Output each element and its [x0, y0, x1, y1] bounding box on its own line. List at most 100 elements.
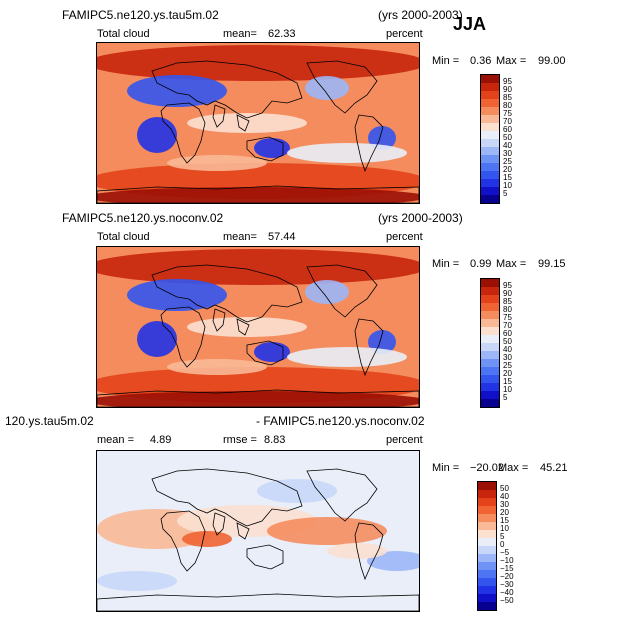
panel3-map	[96, 450, 420, 612]
field-region	[187, 317, 307, 337]
panel3-case-right: - FAMIPC5.ne120.ys.noconv.02	[256, 414, 425, 428]
field-region	[167, 155, 267, 171]
field-region	[368, 330, 396, 354]
coastline	[236, 114, 250, 132]
colorbar-tick-label: 70	[503, 117, 512, 126]
coastline	[160, 102, 206, 164]
colorbar-tick-label: 60	[503, 329, 512, 338]
colorbar-swatch	[481, 115, 499, 123]
panel3-max-label: Max =	[498, 462, 529, 474]
coastline	[306, 60, 378, 114]
colorbar-tick-label: 80	[503, 101, 512, 110]
colorbar-swatch	[481, 107, 499, 115]
colorbar-swatch	[478, 482, 496, 490]
colorbar-tick-label: 0	[500, 540, 505, 549]
field-region	[97, 249, 419, 285]
colorbar-tick-label: 30	[503, 149, 512, 158]
colorbar-swatch	[481, 303, 499, 311]
colorbar-tick-label: −5	[500, 548, 510, 557]
colorbar-swatch	[481, 155, 499, 163]
coastline	[306, 468, 378, 522]
colorbar-tick-label: 40	[503, 141, 512, 150]
colorbar-tick-label: 90	[503, 85, 512, 94]
coastline	[246, 544, 284, 570]
colorbar-swatch	[481, 99, 499, 107]
coastline	[354, 114, 384, 173]
colorbar-tick-label: −20	[500, 572, 514, 581]
colorbar-swatch	[478, 514, 496, 522]
colorbar-tick-label: 20	[500, 508, 509, 517]
colorbar-swatch	[481, 327, 499, 335]
colorbar-tick-label: 70	[503, 321, 512, 330]
colorbar-swatch	[481, 187, 499, 195]
panel1-colorbar	[480, 74, 500, 204]
colorbar-swatch	[481, 295, 499, 303]
colorbar-tick-label: 15	[503, 173, 512, 182]
field-region	[167, 359, 267, 375]
coastline	[236, 522, 250, 540]
colorbar-tick-label: 10	[503, 181, 512, 190]
panel2-years: (yrs 2000-2003)	[378, 211, 463, 225]
coastline	[97, 185, 419, 203]
field-region	[182, 531, 232, 547]
colorbar-swatch	[478, 506, 496, 514]
panel1-mean-label: mean=	[223, 28, 257, 40]
colorbar-swatch	[478, 530, 496, 538]
colorbar-tick-label: 75	[503, 313, 512, 322]
colorbar-swatch	[481, 399, 499, 407]
colorbar-tick-label: 15	[503, 377, 512, 386]
colorbar-swatch	[481, 319, 499, 327]
colorbar-tick-label: 85	[503, 297, 512, 306]
coastline	[354, 522, 384, 581]
colorbar-swatch	[478, 498, 496, 506]
colorbar-tick-label: 25	[503, 157, 512, 166]
colorbar-tick-label: 10	[503, 385, 512, 394]
coastline	[236, 318, 250, 336]
field-region	[305, 76, 349, 100]
colorbar-tick-label: 95	[503, 77, 512, 86]
colorbar-swatch	[481, 359, 499, 367]
field-region	[137, 321, 177, 357]
colorbar-swatch	[478, 602, 496, 610]
panel2-map-field	[97, 247, 419, 407]
colorbar-tick-label: 75	[503, 109, 512, 118]
colorbar-tick-label: 50	[503, 337, 512, 346]
colorbar-tick-label: 10	[500, 524, 509, 533]
panel3-min-label: Min =	[432, 462, 460, 474]
field-region	[254, 342, 290, 362]
panel2-min-value: 0.99	[470, 258, 492, 270]
colorbar-tick-label: −30	[500, 580, 514, 589]
panel1-mean-value: 62.33	[268, 28, 296, 40]
field-region	[97, 45, 419, 81]
colorbar-tick-label: 30	[500, 500, 509, 509]
colorbar-swatch	[481, 139, 499, 147]
colorbar-swatch	[481, 383, 499, 391]
colorbar-tick-label: 85	[503, 93, 512, 102]
panel2-variable: Total cloud	[97, 231, 150, 243]
colorbar-swatch	[481, 367, 499, 375]
colorbar-swatch	[481, 131, 499, 139]
coastline	[354, 318, 384, 377]
colorbar-tick-label: −40	[500, 588, 514, 597]
panel3-mean-value: 4.89	[150, 434, 172, 446]
colorbar-tick-label: 90	[503, 289, 512, 298]
colorbar-swatch	[478, 578, 496, 586]
panel3-rmse-label: rmse =	[223, 434, 257, 446]
colorbar-tick-label: 60	[503, 125, 512, 134]
panel3-case-left: 120.ys.tau5m.02	[5, 414, 94, 428]
colorbar-swatch	[481, 195, 499, 203]
colorbar-swatch	[481, 75, 499, 83]
panel1-min-label: Min =	[432, 55, 460, 67]
panel2-mean-value: 57.44	[268, 231, 296, 243]
coastline	[212, 512, 226, 536]
panel3-mean-label: mean =	[97, 434, 134, 446]
panel3-colorbar	[477, 481, 497, 611]
colorbar-tick-label: 20	[503, 369, 512, 378]
field-region	[305, 280, 349, 304]
colorbar-tick-label: 80	[503, 305, 512, 314]
colorbar-tick-label: 25	[503, 361, 512, 370]
colorbar-swatch	[481, 391, 499, 399]
coastline	[246, 340, 284, 366]
colorbar-swatch	[481, 91, 499, 99]
coastline	[212, 104, 226, 128]
